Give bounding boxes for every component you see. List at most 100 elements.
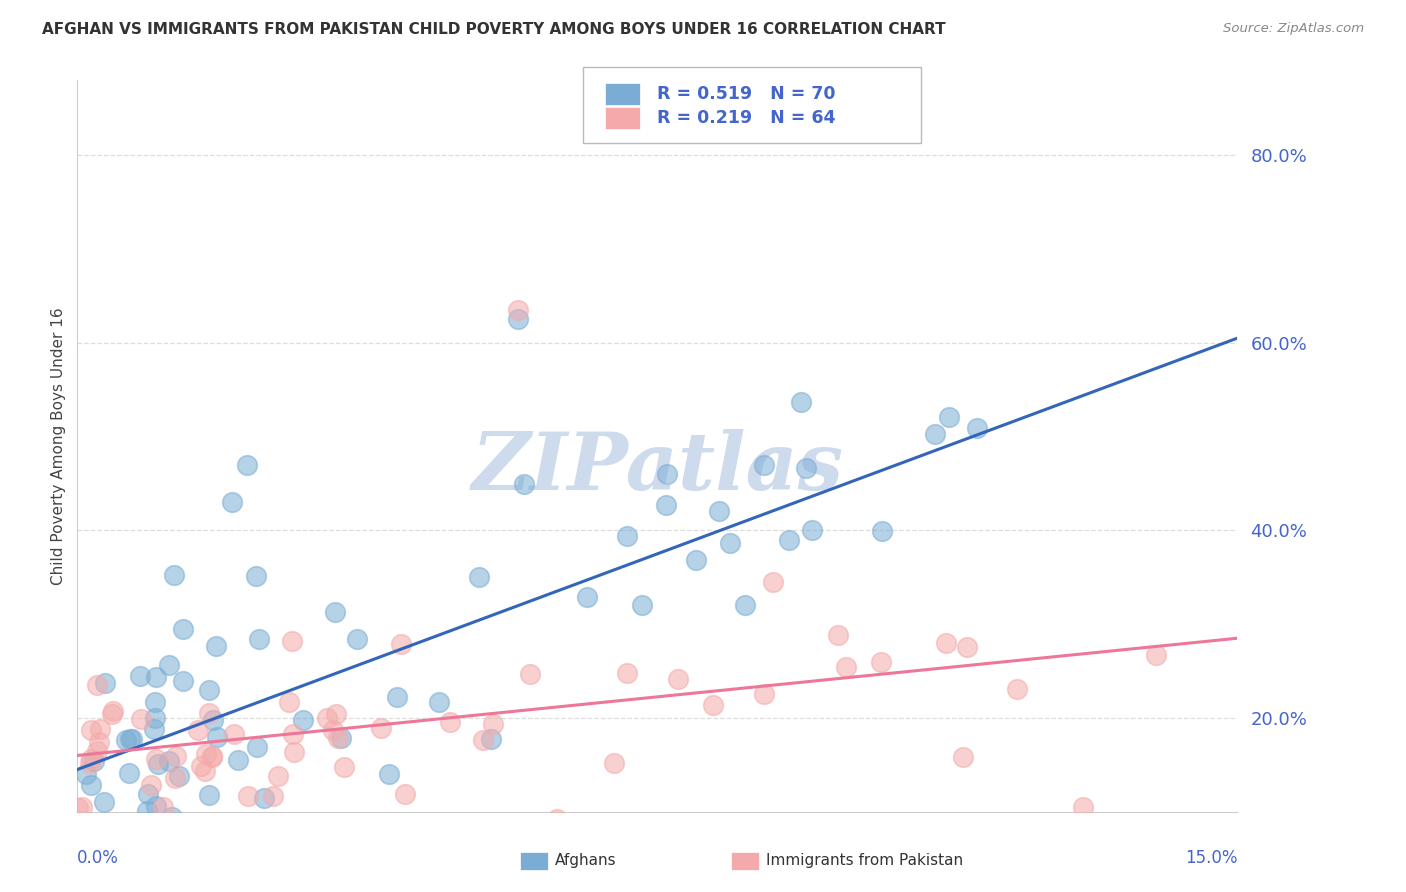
- Point: [198, 706, 221, 720]
- Point: [762, 574, 785, 589]
- Point: [575, 590, 598, 604]
- Point: [226, 753, 249, 767]
- Point: [143, 711, 166, 725]
- Point: [145, 799, 167, 814]
- Point: [685, 553, 707, 567]
- Point: [141, 848, 163, 863]
- Point: [139, 778, 162, 792]
- Point: [281, 633, 304, 648]
- Point: [328, 731, 350, 746]
- Point: [94, 675, 117, 690]
- Point: [172, 622, 194, 636]
- Point: [157, 755, 180, 769]
- Text: Immigrants from Pakistan: Immigrants from Pakistan: [766, 854, 963, 868]
- Text: ZIPatlas: ZIPatlas: [471, 429, 844, 507]
- Point: [118, 766, 141, 780]
- Point: [222, 727, 245, 741]
- Point: [439, 714, 461, 729]
- Point: [592, 828, 614, 842]
- Point: [207, 730, 229, 744]
- Point: [468, 570, 491, 584]
- Point: [67, 801, 90, 815]
- Point: [346, 632, 368, 647]
- Point: [508, 303, 530, 318]
- Point: [221, 495, 243, 509]
- Point: [1144, 648, 1167, 662]
- Point: [87, 734, 110, 748]
- Point: [163, 771, 186, 785]
- Point: [290, 862, 312, 876]
- Point: [83, 754, 105, 768]
- Point: [631, 599, 654, 613]
- Point: [172, 673, 194, 688]
- Point: [187, 723, 209, 737]
- Point: [205, 639, 228, 653]
- Point: [157, 657, 180, 672]
- Point: [101, 705, 124, 719]
- Point: [142, 722, 165, 736]
- Point: [236, 458, 259, 472]
- Point: [834, 660, 856, 674]
- Point: [655, 498, 678, 512]
- Point: [86, 743, 108, 757]
- Text: R = 0.519   N = 70: R = 0.519 N = 70: [657, 85, 835, 103]
- Point: [190, 759, 212, 773]
- Point: [316, 711, 339, 725]
- Point: [394, 787, 416, 801]
- Point: [201, 750, 224, 764]
- Point: [952, 749, 974, 764]
- Point: [508, 312, 530, 326]
- Point: [80, 778, 103, 792]
- Point: [603, 756, 626, 770]
- Point: [800, 523, 823, 537]
- Point: [281, 727, 304, 741]
- Point: [165, 748, 187, 763]
- Point: [657, 467, 679, 482]
- Point: [329, 731, 352, 745]
- Point: [389, 637, 412, 651]
- Point: [1071, 800, 1094, 814]
- Point: [734, 598, 756, 612]
- Point: [163, 568, 186, 582]
- Point: [870, 656, 893, 670]
- Point: [160, 810, 183, 824]
- Point: [107, 846, 129, 860]
- Point: [121, 732, 143, 747]
- Text: AFGHAN VS IMMIGRANTS FROM PAKISTAN CHILD POVERTY AMONG BOYS UNDER 16 CORRELATION: AFGHAN VS IMMIGRANTS FROM PAKISTAN CHILD…: [42, 22, 946, 37]
- Point: [72, 815, 94, 830]
- Point: [702, 698, 724, 712]
- Point: [245, 569, 267, 583]
- Text: Source: ZipAtlas.com: Source: ZipAtlas.com: [1223, 22, 1364, 36]
- Point: [253, 791, 276, 805]
- Point: [283, 745, 305, 759]
- Point: [145, 752, 167, 766]
- Point: [128, 669, 150, 683]
- Point: [198, 682, 221, 697]
- Point: [201, 749, 224, 764]
- Point: [89, 722, 111, 736]
- Y-axis label: Child Poverty Among Boys Under 16: Child Poverty Among Boys Under 16: [51, 307, 66, 585]
- Point: [79, 756, 101, 770]
- Point: [616, 529, 638, 543]
- Point: [323, 605, 346, 619]
- Point: [80, 752, 103, 766]
- Point: [1005, 682, 1028, 697]
- Point: [778, 533, 800, 547]
- Point: [262, 789, 284, 803]
- Point: [707, 504, 730, 518]
- Point: [202, 714, 225, 728]
- Point: [370, 722, 392, 736]
- Point: [291, 713, 314, 727]
- Point: [935, 635, 957, 649]
- Point: [101, 707, 124, 722]
- Point: [247, 632, 270, 646]
- Point: [472, 732, 495, 747]
- Point: [70, 800, 93, 814]
- Point: [387, 690, 409, 704]
- Text: R = 0.219   N = 64: R = 0.219 N = 64: [657, 109, 835, 128]
- Point: [790, 395, 813, 409]
- Point: [246, 740, 269, 755]
- Point: [79, 723, 101, 737]
- Point: [966, 420, 988, 434]
- Point: [321, 723, 343, 737]
